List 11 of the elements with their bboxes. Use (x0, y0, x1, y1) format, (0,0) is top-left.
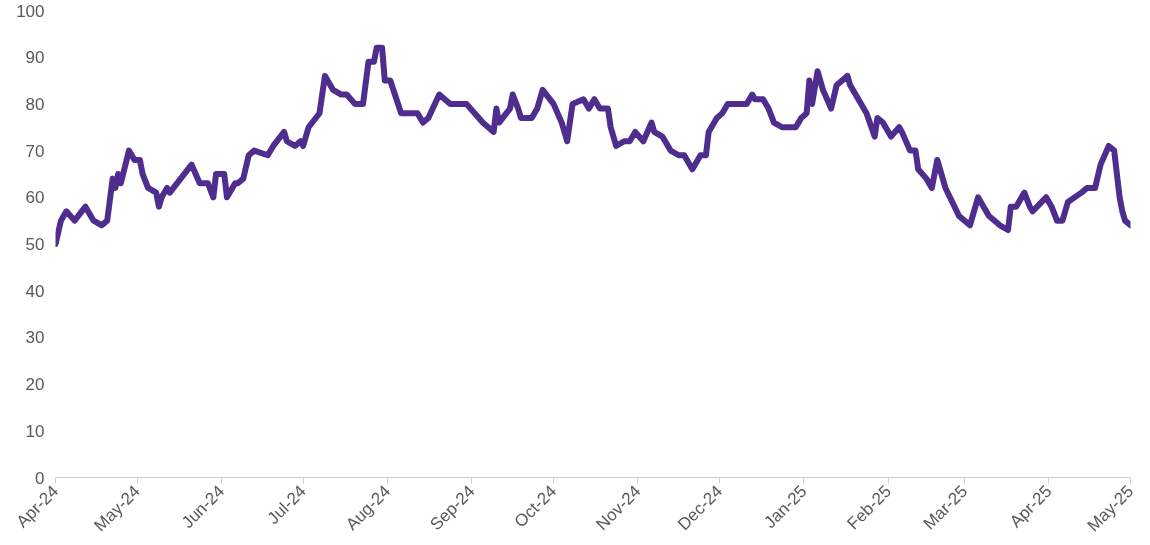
y-tick-label: 0 (35, 468, 45, 488)
y-tick-label: 20 (25, 375, 45, 395)
y-tick-label: 40 (25, 281, 45, 301)
y-tick-label: 30 (25, 328, 45, 348)
y-tick-label: 60 (25, 188, 45, 208)
y-tick-label: 90 (25, 48, 45, 68)
y-tick-label: 50 (25, 235, 45, 254)
y-tick-label: 80 (25, 94, 45, 114)
y-tick-label: 10 (25, 421, 45, 441)
y-tick-label: 70 (25, 141, 45, 161)
y-tick-label: 100 (16, 1, 45, 21)
